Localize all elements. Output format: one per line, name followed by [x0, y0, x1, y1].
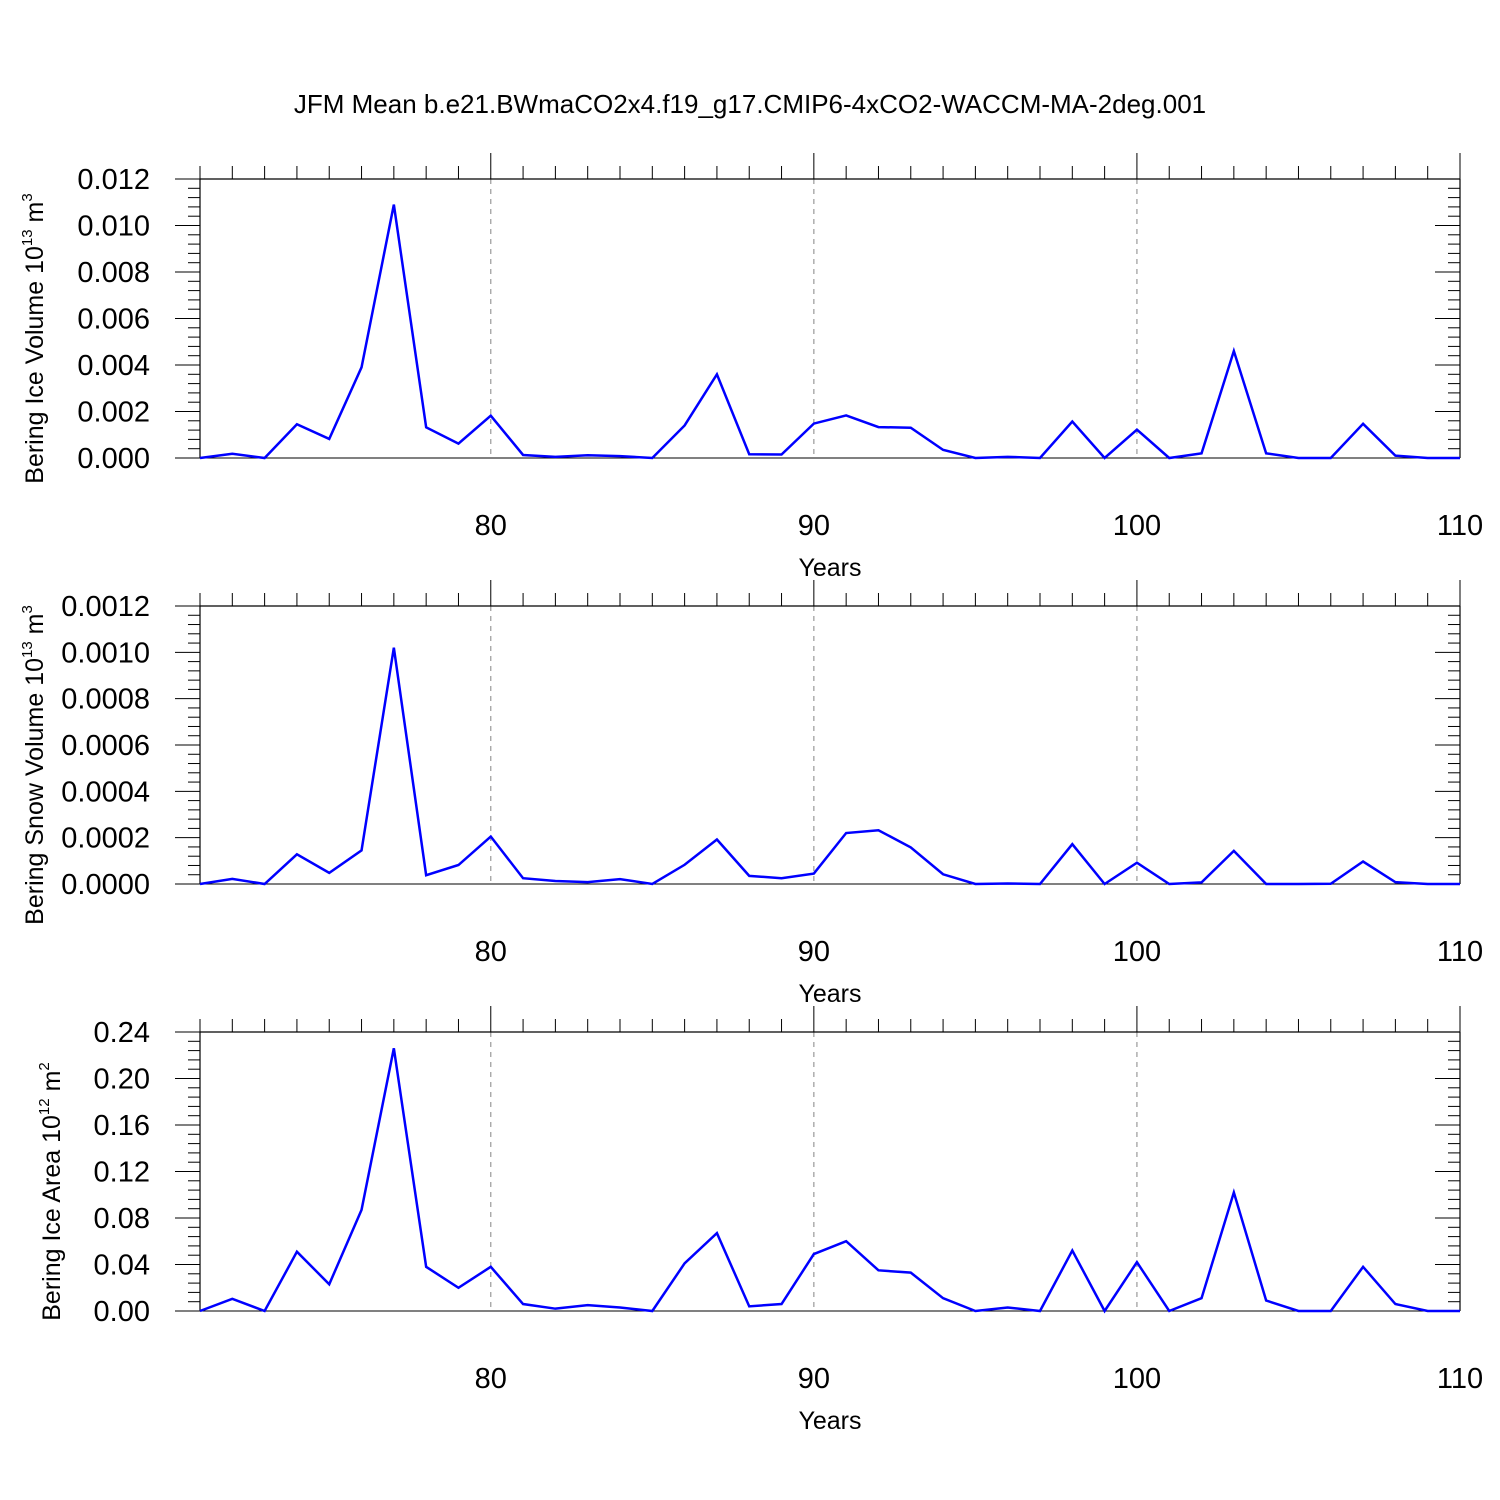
x-tick-label: 100 [1113, 510, 1161, 542]
main-title: JFM Mean b.e21.BWmaCO2x4.f19_g17.CMIP6-4… [294, 89, 1206, 119]
y-axis-title-exponent: 12 [36, 1098, 53, 1115]
y-axis-title-unit: m [21, 202, 49, 230]
y-axis-title-unit: m [38, 1071, 66, 1099]
y-tick-label: 0.00 [94, 1296, 150, 1328]
y-axis-title-unit: m [21, 614, 49, 642]
y-axis-title-exponent: 13 [19, 641, 36, 658]
x-axis-title: Years [798, 1407, 861, 1435]
x-tick-label: 110 [1437, 1363, 1483, 1395]
x-tick-label: 80 [475, 936, 507, 968]
y-tick-label: 0.0006 [61, 730, 150, 762]
y-axis-title-base: Bering Ice Volume 10 [21, 246, 49, 484]
y-tick-label: 0.008 [77, 257, 150, 289]
series-line [199, 1048, 1460, 1314]
x-tick-label: 100 [1113, 1363, 1161, 1395]
x-tick-label: 90 [798, 1363, 830, 1395]
y-tick-label: 0.006 [77, 304, 150, 336]
x-tick-label: 100 [1113, 936, 1161, 968]
y-tick-label: 0.0012 [61, 591, 150, 623]
y-tick-label: 0.0010 [61, 637, 150, 669]
x-tick-label: 110 [1437, 510, 1483, 542]
y-tick-label: 0.0004 [61, 776, 150, 808]
y-tick-label: 0.16 [94, 1110, 150, 1142]
y-tick-label: 0.0008 [61, 684, 150, 716]
x-tick-label: 90 [798, 936, 830, 968]
y-tick-label: 0.000 [77, 443, 150, 475]
y-axis-title: Bering Ice Area 1012 m2 [36, 1062, 66, 1321]
series-line [199, 647, 1460, 886]
y-tick-label: 0.004 [77, 350, 150, 382]
y-tick-label: 0.20 [94, 1064, 150, 1096]
x-tick-label: 90 [798, 510, 830, 542]
y-axis-title-unit-exponent: 2 [36, 1062, 53, 1070]
y-tick-label: 0.002 [77, 397, 150, 429]
y-tick-label: 0.04 [94, 1250, 150, 1282]
y-tick-label: 0.010 [77, 211, 150, 243]
x-axis-title: Years [798, 980, 861, 1008]
x-tick-label: 80 [475, 1363, 507, 1395]
x-axis-title: Years [798, 554, 861, 582]
series-line [199, 204, 1460, 460]
y-axis-title: Bering Ice Volume 1013 m3 [19, 193, 49, 483]
panel-1: 0.000 0.002 0.004 0.006 0.008 0.010 0.012 80 90 1… [19, 153, 1483, 582]
y-tick-label: 0.24 [94, 1017, 150, 1049]
y-axis-title-base: Bering Ice Area 10 [38, 1115, 66, 1321]
y-axis-title: Bering Snow Volume 1013 m3 [19, 605, 49, 925]
y-tick-label: 0.0000 [61, 869, 150, 901]
x-tick-label: 80 [475, 510, 507, 542]
panel-3: 0.00 0.04 0.08 0.12 0.16 0.20 0.24 80 90 100 110 Ye… [36, 1006, 1483, 1435]
y-axis-title-base: Bering Snow Volume 10 [21, 658, 49, 925]
y-axis-title-exponent: 13 [19, 229, 36, 246]
y-tick-label: 0.012 [77, 164, 150, 196]
y-axis-title-unit-exponent: 3 [19, 605, 36, 613]
x-tick-label: 110 [1437, 936, 1483, 968]
y-axis-title-unit-exponent: 3 [19, 193, 36, 201]
y-tick-label: 0.12 [94, 1157, 150, 1189]
panel-2: 0.0000 0.0002 0.0004 0.0006 0.0008 0.0010 0.00… [19, 580, 1483, 1008]
y-tick-label: 0.0002 [61, 823, 150, 855]
y-tick-label: 0.08 [94, 1203, 150, 1235]
